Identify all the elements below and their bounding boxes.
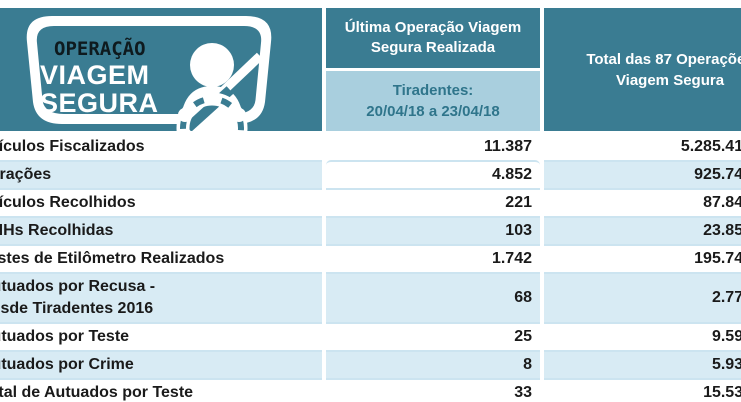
table-row: Autuados por Crime 8 5.936 [0,350,741,378]
row-label: Autuados por Teste [0,322,322,350]
last-operation-title: Última Operação Viagem Segura Realizada [326,8,540,68]
table-row: Veículos Fiscalizados 11.387 5.285.419 [0,134,741,160]
row-label: Infrações [0,160,322,188]
row-last-value: 25 [326,322,540,350]
row-label: Veículos Fiscalizados [0,134,322,160]
row-total-value: 925.741 [544,160,741,188]
table-row: Total de Autuados por Teste 33 15.533 [0,378,741,402]
row-last-value: 68 [326,272,540,322]
row-total-value: 5.285.419 [544,134,741,160]
row-label: Testes de Etilômetro Realizados [0,244,322,272]
row-last-value: 221 [326,188,540,216]
row-last-value: 1.742 [326,244,540,272]
row-label: Total de Autuados por Teste [0,378,322,402]
logo-cell: OPERAÇÃO VIAGEM SEGURA [0,8,322,131]
row-label: Autuados por Recusa - Desde Tiradentes 2… [0,272,322,322]
row-last-value: 33 [326,378,540,402]
row-total-value: 23.853 [544,216,741,244]
last-operation-subtitle: Tiradentes: 20/04/18 a 23/04/18 [326,68,540,131]
row-label: Veículos Recolhidos [0,188,322,216]
row-total-value: 195.741 [544,244,741,272]
logo-segura-text: SEGURA [40,88,159,118]
table-row: Testes de Etilômetro Realizados 1.742 19… [0,244,741,272]
table-row: Infrações 4.852 925.741 [0,160,741,188]
table-row: Autuados por Recusa - Desde Tiradentes 2… [0,272,741,322]
row-total-value: 5.936 [544,350,741,378]
driver-icon [176,43,264,131]
total-operations-header-cell: Total das 87 Operações Viagem Segura [544,8,741,131]
table-header: OPERAÇÃO VIAGEM SEGURA Última Operação V… [0,8,741,131]
row-total-value: 15.533 [544,378,741,402]
table-row: Autuados por Teste 25 9.596 [0,322,741,350]
last-operation-header-cell: Última Operação Viagem Segura Realizada … [326,8,540,131]
row-total-value: 2.771 [544,272,741,322]
logo-operacao-text: OPERAÇÃO [54,36,146,60]
row-last-value: 11.387 [326,134,540,160]
viagem-segura-logo-icon: OPERAÇÃO VIAGEM SEGURA [26,16,272,131]
row-label: CNHs Recolhidas [0,216,322,244]
row-last-value: 103 [326,216,540,244]
table-row: Veículos Recolhidos 221 87.841 [0,188,741,216]
table-row: CNHs Recolhidas 103 23.853 [0,216,741,244]
row-total-value: 87.841 [544,188,741,216]
table-body: Veículos Fiscalizados 11.387 5.285.419 I… [0,134,741,402]
logo-viagem-text: VIAGEM [40,60,150,90]
row-total-value: 9.596 [544,322,741,350]
row-label: Autuados por Crime [0,350,322,378]
row-last-value: 4.852 [326,160,540,188]
row-last-value: 8 [326,350,540,378]
